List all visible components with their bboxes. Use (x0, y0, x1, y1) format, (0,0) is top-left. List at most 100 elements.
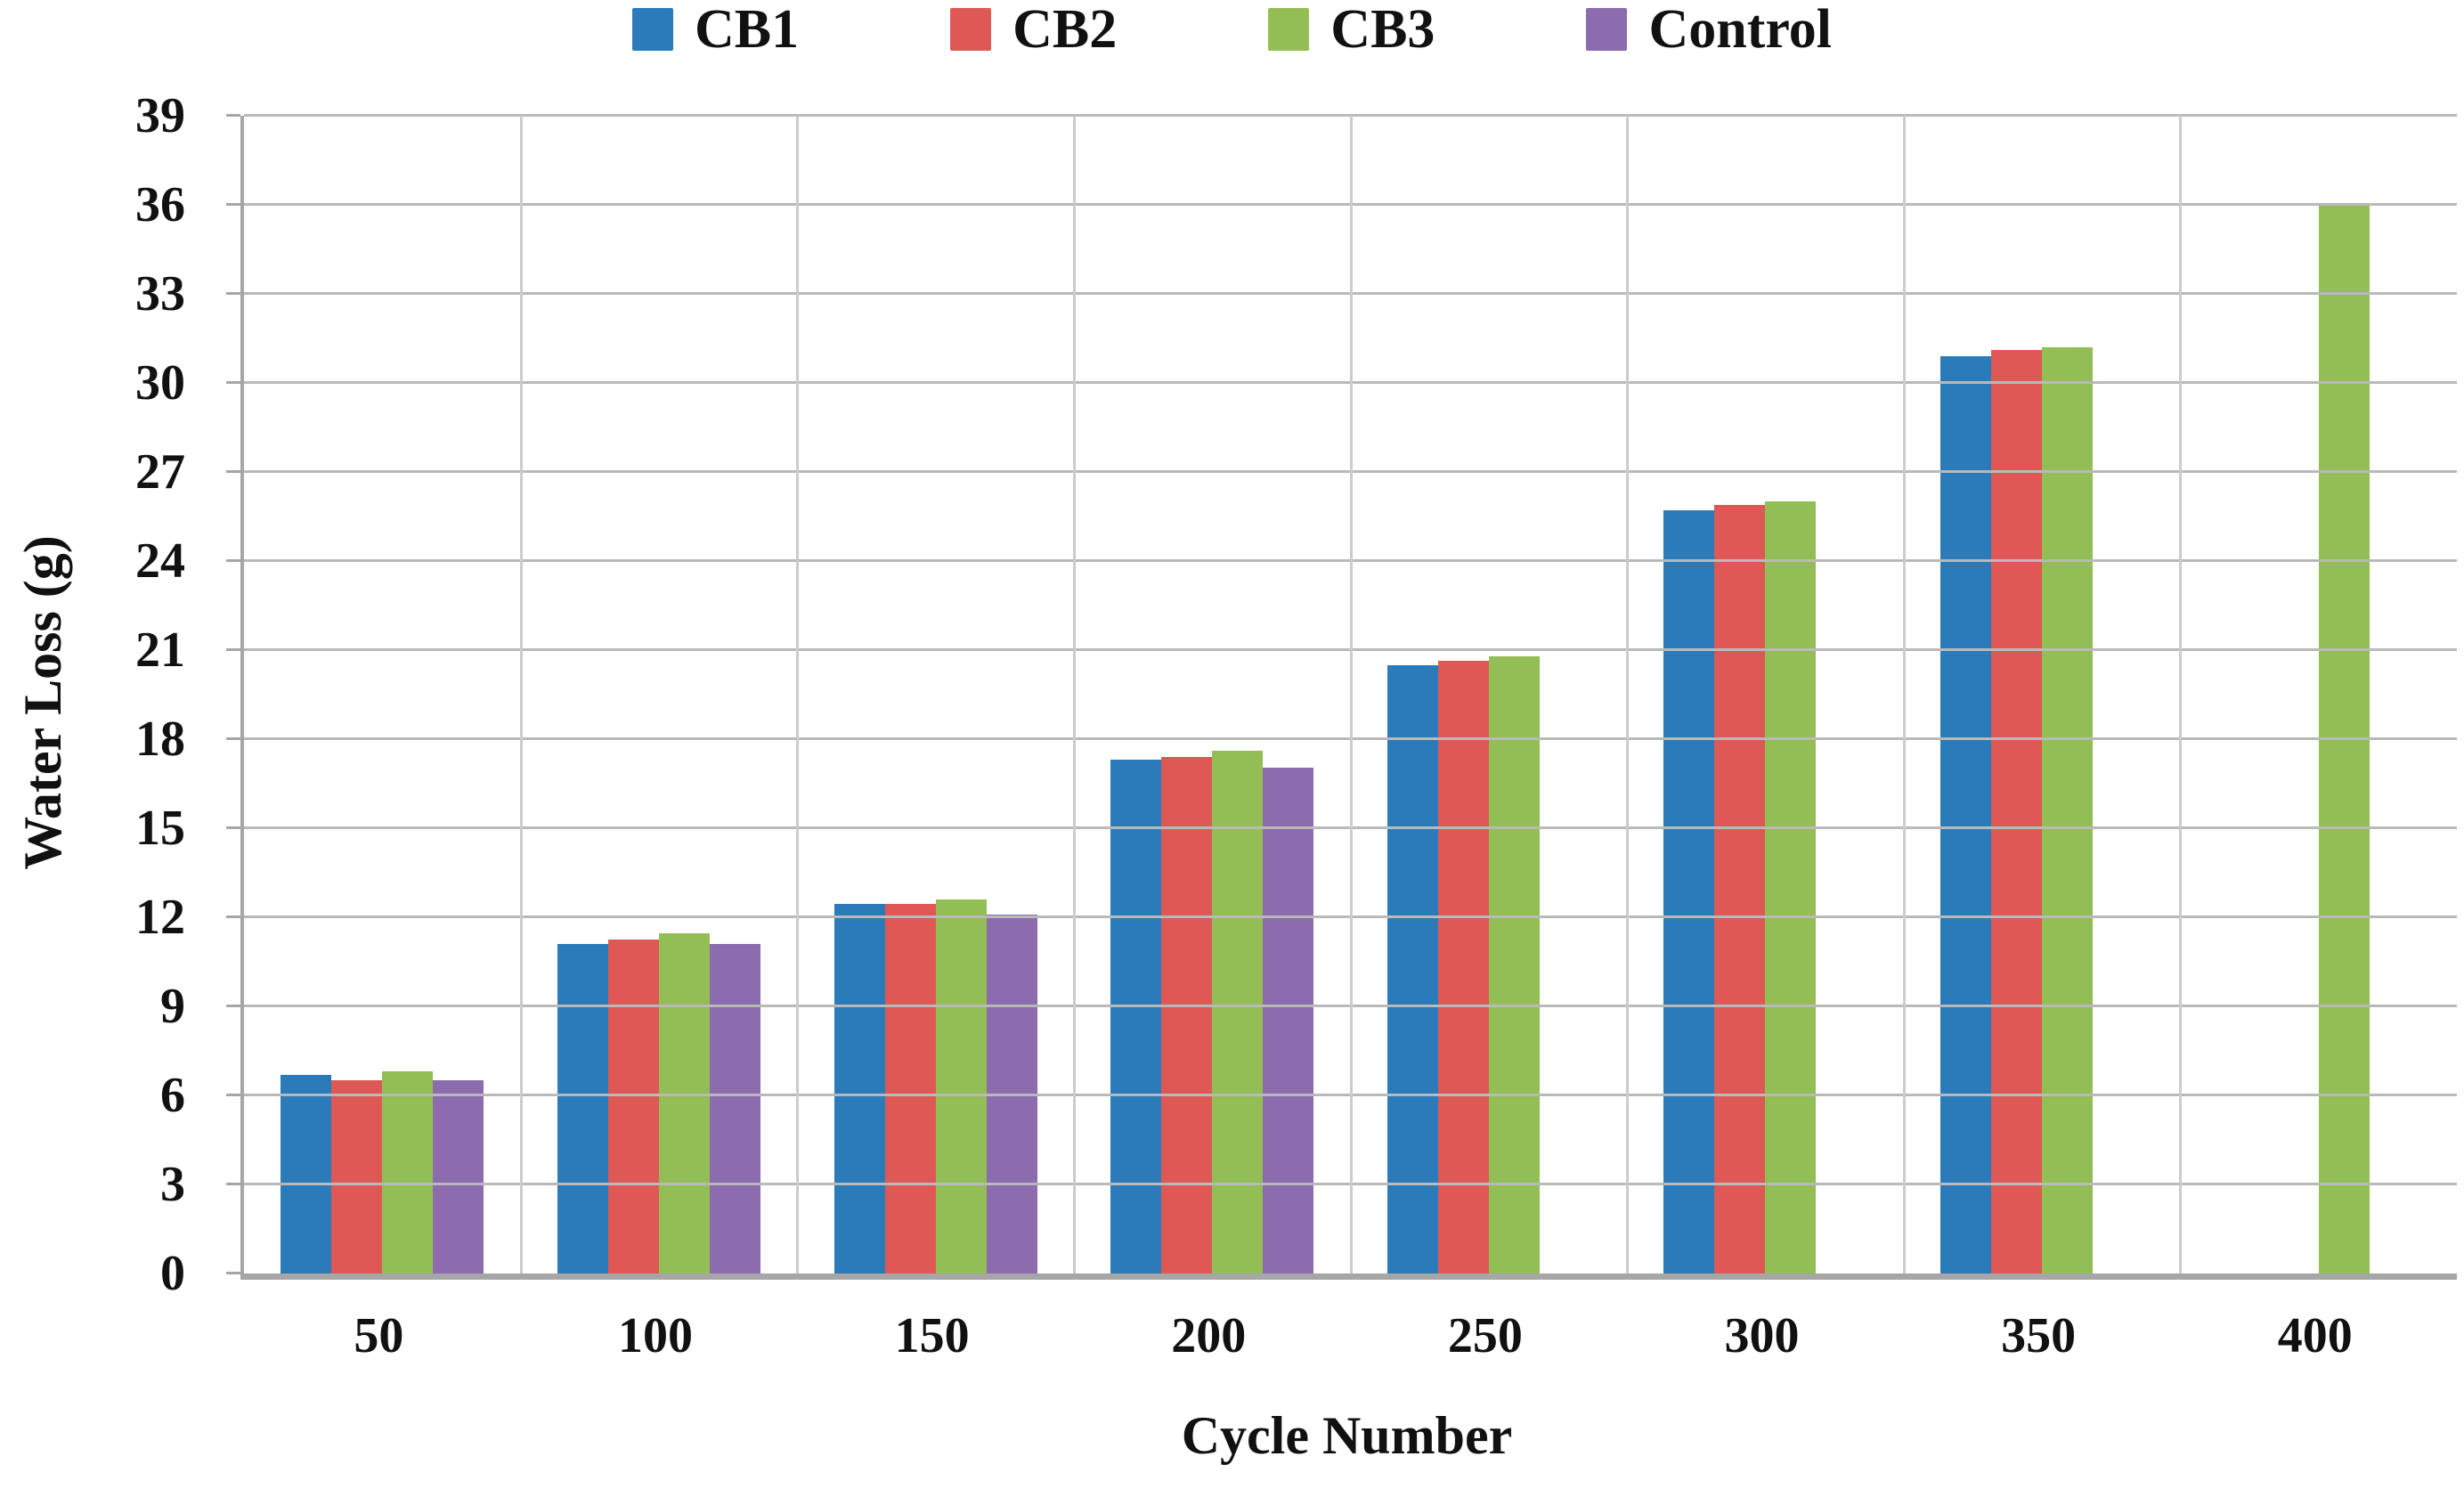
bar-slot (2093, 116, 2143, 1273)
bar-cb2-200 (1161, 757, 1213, 1273)
bar-slot (607, 116, 659, 1273)
bar-slot (1488, 116, 1540, 1273)
bar-slot (2318, 116, 2370, 1273)
bar-cb3-200 (1212, 751, 1264, 1273)
bar-group-150 (797, 116, 1074, 1273)
x-tick-label-150: 150 (894, 1308, 970, 1363)
chart-legend: CB1 CB2 CB3 Control (0, 2, 2464, 57)
y-tick-label: 12 (135, 890, 185, 945)
category-separator-line (519, 116, 523, 1273)
bar-slot (986, 116, 1037, 1273)
bar-slot (2217, 116, 2268, 1273)
bar-cb1-250 (1387, 664, 1438, 1273)
legend-label: CB2 (1012, 0, 1118, 60)
bar-cb1-300 (1663, 510, 1715, 1273)
y-tick-mark (226, 381, 240, 384)
bar-cb1-50 (281, 1074, 332, 1273)
bar-slot (1540, 116, 1590, 1273)
bar-slot (658, 116, 710, 1273)
bar-cb2-150 (884, 904, 936, 1273)
plot-area (226, 114, 2457, 1280)
category-separator-line (2179, 116, 2183, 1273)
bar-slot (2370, 116, 2420, 1273)
legend-item-cb3: CB3 (1268, 2, 1435, 57)
y-tick-label: 15 (135, 801, 185, 856)
y-tick-mark (226, 203, 240, 206)
y-tick-mark (226, 648, 240, 652)
x-tick-label-250: 250 (1447, 1308, 1523, 1363)
bar-slot (1263, 116, 1314, 1273)
bar-group-350 (1904, 116, 2181, 1273)
x-tick-label-350: 350 (2001, 1308, 2077, 1363)
bar-slot (1765, 116, 1817, 1273)
bar-cb2-350 (1991, 350, 2043, 1273)
category-separator-line (1626, 116, 1630, 1273)
legend-item-cb2: CB2 (950, 2, 1117, 57)
y-tick-mark (226, 1272, 240, 1274)
y-tick-mark (226, 1094, 240, 1097)
y-tick-mark (226, 1005, 240, 1007)
y-tick-label: 0 (160, 1246, 185, 1301)
bar-group-100 (521, 116, 798, 1273)
bar-cb2-300 (1714, 504, 1766, 1273)
x-tick-label-50: 50 (354, 1308, 404, 1363)
y-tick-label: 21 (135, 622, 185, 678)
legend-label: Control (1648, 0, 1832, 60)
x-tick-label-400: 400 (2277, 1308, 2353, 1363)
category-separator-line (796, 116, 800, 1273)
bar-slot (2042, 116, 2094, 1273)
legend-swatch-icon (1268, 8, 1310, 51)
x-axis-tick-labels: 50 100 150 200 250 300 350 400 (240, 1307, 2453, 1364)
bar-slot (331, 116, 383, 1273)
bar-cb1-100 (557, 944, 608, 1273)
y-tick-mark (226, 915, 240, 919)
legend-item-control: Control (1586, 2, 1832, 57)
bar-slot (1816, 116, 1866, 1273)
bar-slot (281, 116, 332, 1273)
bar-cb3-300 (1765, 501, 1817, 1273)
y-tick-label: 9 (160, 979, 185, 1034)
gridline-y-39 (244, 114, 2457, 117)
bar-slot (1991, 116, 2043, 1273)
bar-slot (382, 116, 434, 1273)
y-tick-label: 3 (160, 1157, 185, 1212)
legend-label: CB1 (695, 0, 800, 60)
y-tick-mark (226, 292, 240, 295)
bar-group-250 (1351, 116, 1628, 1273)
y-tick-label: 30 (135, 355, 185, 411)
bar-group-200 (1074, 116, 1351, 1273)
x-tick-label-100: 100 (617, 1308, 693, 1363)
bar-cb2-100 (607, 940, 659, 1273)
bar-slot (1663, 116, 1715, 1273)
bar-cb3-350 (2042, 347, 2094, 1273)
y-tick-label: 33 (135, 266, 185, 321)
y-tick-mark (226, 114, 240, 117)
bar-slot (1110, 116, 1162, 1273)
bar-slot (557, 116, 608, 1273)
legend-swatch-icon (632, 8, 674, 51)
x-tick-label-300: 300 (1724, 1308, 1800, 1363)
y-tick-label: 27 (135, 444, 185, 500)
bar-slot (884, 116, 936, 1273)
y-tick-mark (226, 470, 240, 474)
y-tick-label: 39 (135, 88, 185, 143)
bar-cb2-50 (331, 1080, 383, 1273)
category-separator-line (1349, 116, 1353, 1273)
bar-control-50 (433, 1080, 484, 1273)
bar-group-400 (2180, 116, 2457, 1273)
bar-cb3-250 (1488, 655, 1540, 1273)
bar-cb1-150 (834, 904, 885, 1273)
y-axis-tick-labels: 0 3 6 9 12 15 18 21 24 27 30 33 36 39 (0, 91, 212, 1298)
bar-cb1-200 (1110, 760, 1162, 1273)
legend-item-cb1: CB1 (632, 2, 799, 57)
bar-slot (709, 116, 760, 1273)
bar-slot (1387, 116, 1438, 1273)
bar-group-300 (1627, 116, 1904, 1273)
bar-cb3-150 (935, 899, 987, 1273)
bar-slot (935, 116, 987, 1273)
category-separator-line (1902, 116, 1906, 1273)
bar-slot (1437, 116, 1489, 1273)
y-tick-label: 18 (135, 712, 185, 767)
y-tick-label: 24 (135, 533, 185, 589)
